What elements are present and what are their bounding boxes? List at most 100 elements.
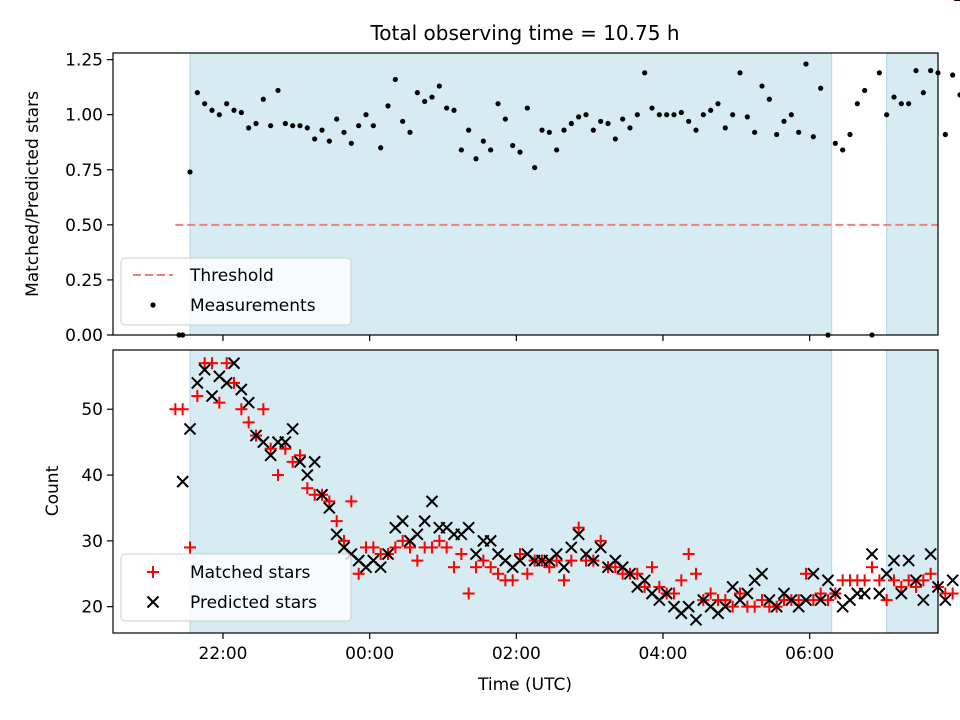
matched-legend-marker <box>147 566 159 578</box>
measurement-point <box>678 109 684 116</box>
measurement-point <box>722 125 728 131</box>
predicted-point <box>741 587 754 600</box>
measurement-point <box>576 114 582 120</box>
matched-point <box>558 574 570 587</box>
measurement-points <box>176 61 960 338</box>
matched-point <box>800 567 812 580</box>
measurement-point <box>788 112 794 118</box>
matched-point <box>895 580 908 593</box>
y-tick-label: 0.50 <box>65 216 103 236</box>
matched-point <box>235 403 248 416</box>
predicted-point <box>873 587 886 600</box>
predicted-point <box>191 376 204 390</box>
predicted-point <box>946 574 959 587</box>
matched-point <box>565 554 578 567</box>
predicted-point <box>176 475 189 488</box>
predicted-point <box>814 593 827 607</box>
measurement-point <box>194 90 200 96</box>
top-axes-frame <box>112 52 939 336</box>
matched-point <box>389 541 402 554</box>
measurement-point <box>752 129 758 135</box>
measurement-point <box>312 136 318 142</box>
top-y-axis-title: Matched/Predicted stars <box>23 91 43 297</box>
measurement-point <box>517 149 523 155</box>
predicted-point <box>557 560 571 574</box>
predicted-point <box>660 587 673 600</box>
predicted-point <box>301 468 314 482</box>
measurement-point <box>898 101 904 107</box>
matched-point <box>704 587 717 600</box>
measurement-point <box>319 127 325 133</box>
x-axis-title: Time (UTC) <box>477 675 572 695</box>
measurement-point <box>906 101 912 107</box>
matched-point <box>367 541 380 554</box>
measurement-point <box>957 92 960 98</box>
measurement-point <box>422 98 428 105</box>
measurement-point <box>854 101 860 107</box>
measurement-point <box>348 140 354 146</box>
measurement-point <box>209 107 215 113</box>
measurement-point <box>642 70 648 76</box>
x-tick-label: 04:00 <box>639 644 688 664</box>
measurement-point <box>268 123 274 129</box>
matched-point <box>404 541 416 554</box>
y-tick-label: 0.00 <box>65 326 103 346</box>
matched-point <box>690 567 702 580</box>
top-legend: Threshold Measurements <box>120 257 352 326</box>
measurement-point <box>297 123 303 129</box>
predicted-point <box>469 547 483 561</box>
predicted-point <box>198 363 211 376</box>
x-tick-label: 00:00 <box>345 644 394 664</box>
bottom-y-ticks: 20 30 40 50 <box>81 400 113 618</box>
matched-point <box>858 574 871 587</box>
predicted-point <box>880 567 893 580</box>
matched-point <box>756 594 768 607</box>
measurement-point <box>715 101 721 107</box>
predicted-point <box>572 528 585 541</box>
matched-point <box>345 495 358 508</box>
measurement-point <box>466 127 472 133</box>
matched-point <box>910 580 922 593</box>
y-tick-label: 30 <box>81 532 103 552</box>
measurement-point <box>510 142 516 149</box>
predicted-point <box>323 501 336 515</box>
matched-point <box>301 482 314 495</box>
matched-point <box>866 561 878 574</box>
measurement-point <box>502 116 508 122</box>
predicted-point <box>829 587 842 600</box>
predicted-point <box>374 560 387 574</box>
matched-point <box>814 587 827 600</box>
predicted-point <box>183 422 197 436</box>
matched-point <box>543 561 556 574</box>
bottom-legend: Matched stars Predicted stars <box>120 553 352 622</box>
predicted-point <box>917 593 930 607</box>
measurement-point <box>290 123 296 129</box>
predicted-point <box>638 574 651 587</box>
measurement-point <box>818 85 824 91</box>
shaded-interval-2 <box>886 350 938 633</box>
measurement-point <box>847 131 853 138</box>
matched-point <box>272 469 284 482</box>
top-y-ticks: 0.00 0.25 0.50 0.75 1.00 1.25 <box>65 51 113 346</box>
measurement-point <box>444 105 450 111</box>
measurement-point <box>759 83 765 89</box>
measurement-point <box>766 96 772 102</box>
matched-point <box>294 449 306 462</box>
measurement-point <box>774 131 780 138</box>
measurement-point <box>231 107 237 113</box>
matched-point <box>257 403 270 416</box>
matched-point <box>242 416 255 429</box>
predicted-point <box>902 554 915 567</box>
predicted-point <box>330 528 343 541</box>
predicted-point <box>396 514 409 528</box>
measurement-point <box>275 87 281 94</box>
measurement-point <box>671 112 677 118</box>
measurement-point <box>803 61 809 67</box>
predicted-point <box>821 574 835 587</box>
matched-point <box>668 587 680 600</box>
measurement-point <box>187 169 193 175</box>
measurement-point <box>356 123 362 129</box>
x-tick-label: 06:00 <box>785 644 834 664</box>
measurement-point <box>480 138 486 144</box>
measurement-point <box>730 112 736 118</box>
